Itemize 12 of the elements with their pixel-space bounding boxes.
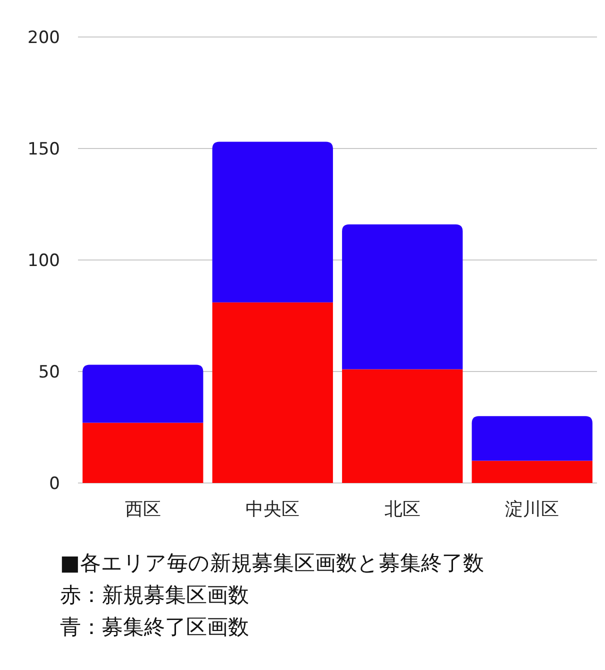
x-tick-label: 中央区 — [246, 499, 300, 520]
x-tick-label: 北区 — [384, 499, 420, 520]
text: ■各エリア毎の新規募集区画数と募集終了数 — [60, 551, 484, 575]
x-tick-label: 淀川区 — [505, 499, 560, 520]
text: 青：募集終了区画数 — [60, 615, 249, 639]
y-tick-label: 200 — [28, 28, 60, 48]
y-tick-label: 100 — [28, 251, 60, 271]
text: 赤：新規募集区画数 — [60, 583, 249, 607]
y-tick-label: 0 — [49, 474, 60, 494]
x-tick-label: 西区 — [124, 499, 161, 520]
y-tick-label: 150 — [28, 140, 60, 160]
y-tick-label: 50 — [38, 362, 60, 382]
